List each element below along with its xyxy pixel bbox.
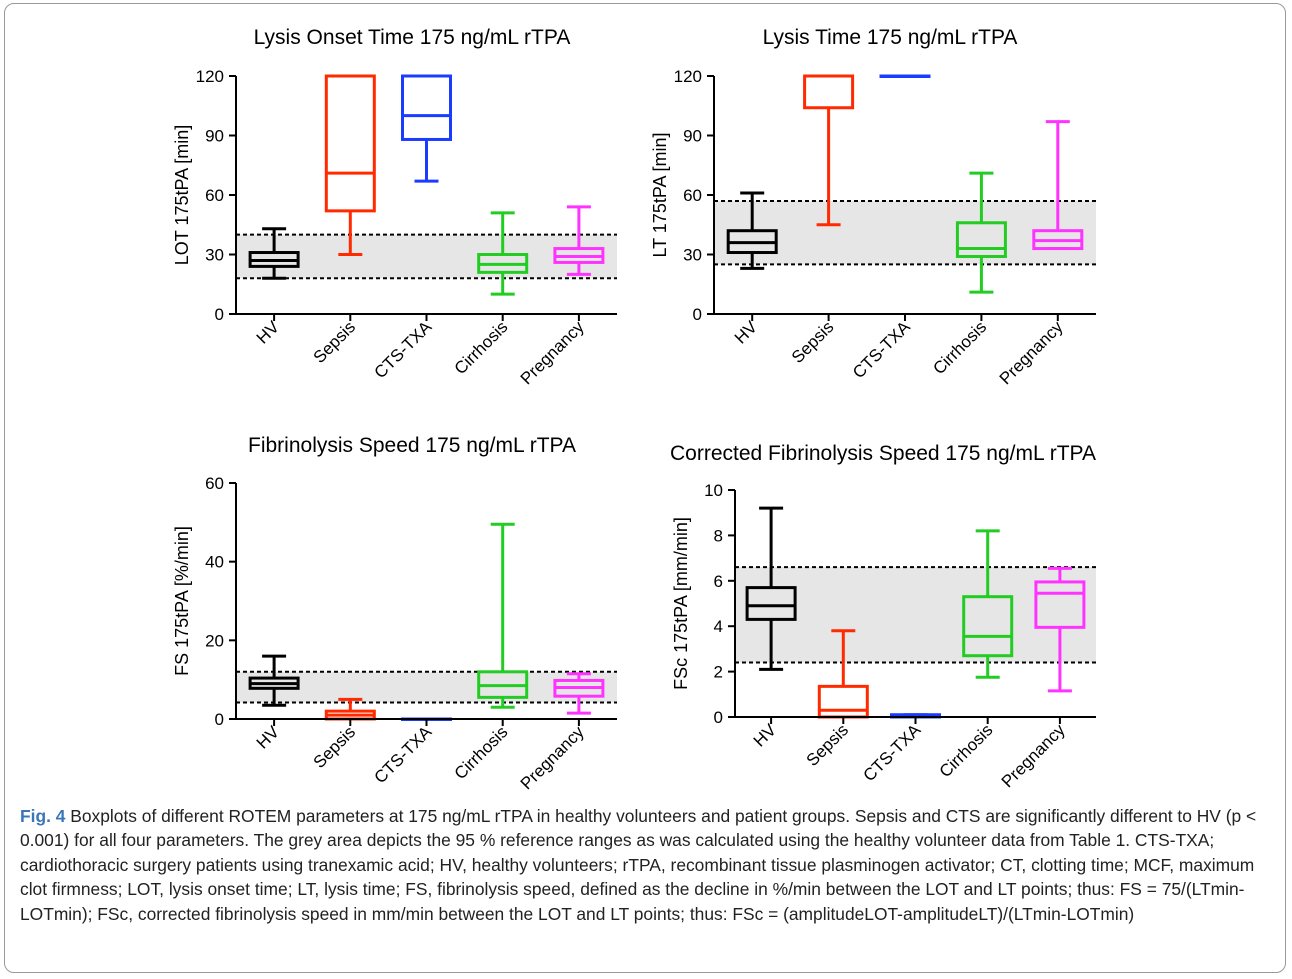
box-cirrhosis (962, 529, 1014, 679)
x-tick-label: Sepsis (310, 722, 360, 772)
chart-panel-2: 0 30 60 90 120 HV Sepsis CTS-TXA Cirrhosis Pregna… (650, 26, 1096, 388)
box-iqr (803, 74, 855, 110)
box-hv (248, 227, 300, 280)
y-axis-label: FSc 175tPA [mm/min] (671, 517, 691, 690)
x-tick-label: CTS-TXA (859, 720, 924, 785)
y-tick-label: 0 (215, 710, 224, 729)
box-pregnancy (553, 205, 605, 276)
box-iqr (817, 684, 869, 719)
box-hv (726, 191, 778, 270)
x-tick-label: Cirrhosis (929, 317, 990, 378)
box-cirrhosis (477, 522, 529, 709)
chart-panel-3: 0 20 40 60 HV Sepsis CTS-TXA Cirrhosis Pregnancy… (172, 434, 617, 793)
y-tick-label: 4 (714, 617, 723, 636)
y-tick-label: 40 (205, 553, 224, 572)
x-tick-label: Cirrhosis (451, 317, 512, 378)
y-tick-label: 90 (683, 127, 702, 146)
box-iqr (1034, 580, 1086, 629)
x-tick-label: Pregnancy (996, 317, 1067, 388)
figure-label: Fig. 4 (20, 806, 66, 826)
chart-title: Fibrinolysis Speed 175 ng/mL rTPA (248, 434, 576, 457)
y-tick-label: 120 (196, 67, 224, 86)
box-sepsis (324, 74, 376, 256)
y-tick-label: 30 (683, 246, 702, 265)
chart-title: Lysis Onset Time 175 ng/mL rTPA (254, 26, 571, 49)
y-tick-label: 60 (205, 186, 224, 205)
x-tick-label: CTS-TXA (370, 722, 435, 787)
y-tick-label: 6 (714, 572, 723, 591)
chart-panel-4: 0 2 4 6 8 10 HV Sepsis CTS-TXA Cirrhosis Pregnancy… (670, 442, 1096, 791)
figure-frame (4, 3, 1286, 973)
box-pregnancy (1032, 120, 1084, 251)
figure-caption: Fig. 4 Boxplots of different ROTEM param… (20, 804, 1275, 926)
box-iqr (401, 74, 452, 141)
x-tick-label: HV (750, 720, 781, 751)
y-tick-label: 120 (674, 67, 702, 86)
reference-range-band (714, 200, 1096, 265)
box-cirrhosis (477, 211, 529, 296)
y-tick-label: 90 (205, 127, 224, 146)
x-tick-label: Pregnancy (998, 720, 1069, 791)
chart-title: Corrected Fibrinolysis Speed 175 ng/mL r… (670, 442, 1096, 465)
box-iqr (962, 595, 1014, 658)
x-tick-label: HV (253, 317, 284, 348)
box-hv (745, 506, 797, 671)
box-cts-txa (401, 74, 452, 183)
box-cts-txa (879, 74, 931, 78)
caption-text: Boxplots of different ROTEM parameters a… (20, 806, 1257, 924)
x-tick-label: Cirrhosis (451, 722, 512, 783)
x-tick-label: CTS-TXA (370, 317, 435, 382)
x-tick-label: Pregnancy (517, 722, 588, 793)
y-tick-label: 60 (205, 474, 224, 493)
chart-panel-1: 0 30 60 90 120 HV Sepsis CTS-TXA Cirrhosis Pregna… (172, 26, 617, 388)
x-tick-label: Sepsis (310, 317, 360, 367)
x-tick-label: HV (731, 317, 762, 348)
box-pregnancy (553, 672, 605, 715)
x-tick-label: HV (253, 722, 284, 753)
box-pregnancy (1034, 566, 1086, 693)
y-tick-label: 20 (205, 631, 224, 650)
y-axis-label: LT 175tPA [min] (650, 132, 670, 257)
box-sepsis (803, 74, 855, 227)
y-tick-label: 10 (704, 481, 723, 500)
box-cirrhosis (955, 171, 1007, 294)
y-tick-label: 30 (205, 246, 224, 265)
box-iqr (324, 74, 376, 213)
chart-title: Lysis Time 175 ng/mL rTPA (763, 26, 1018, 49)
y-axis-label: LOT 175tPA [min] (172, 125, 192, 265)
y-tick-label: 60 (683, 186, 702, 205)
x-tick-label: CTS-TXA (849, 317, 914, 382)
x-tick-label: Cirrhosis (936, 720, 997, 781)
y-tick-label: 8 (714, 526, 723, 545)
box-iqr (955, 221, 1007, 258)
x-tick-label: Sepsis (788, 317, 838, 367)
box-iqr (745, 586, 797, 621)
x-tick-label: Sepsis (803, 720, 853, 770)
x-tick-label: Pregnancy (517, 317, 588, 388)
y-tick-label: 0 (693, 305, 702, 324)
box-hv (248, 654, 300, 707)
y-tick-label: 2 (714, 663, 723, 682)
y-axis-label: FS 175tPA [%/min] (172, 526, 192, 676)
y-tick-label: 0 (714, 708, 723, 727)
y-tick-label: 0 (215, 305, 224, 324)
